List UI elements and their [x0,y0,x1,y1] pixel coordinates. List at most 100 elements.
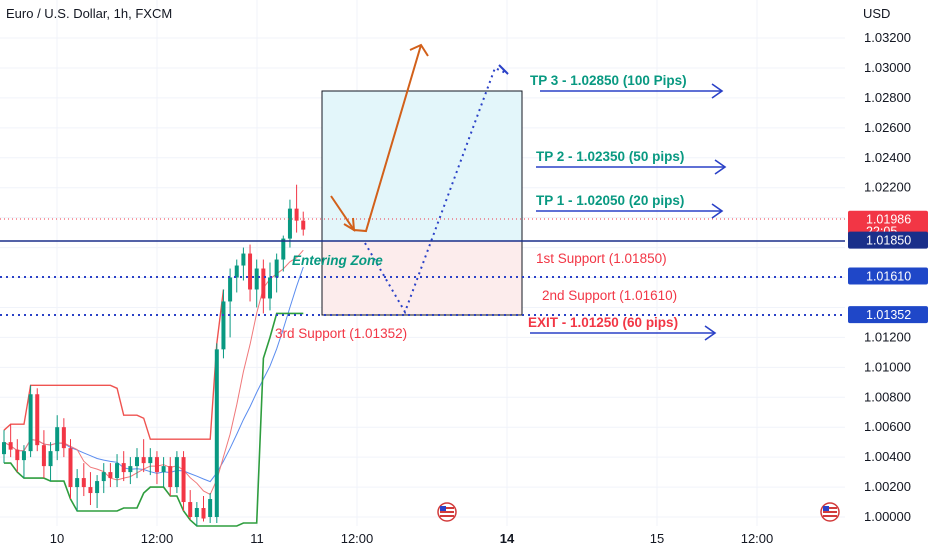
projection-path[interactable] [364,64,509,315]
candle [268,262,272,311]
y-tick-label: 1.02200 [864,180,911,195]
candle [48,442,53,482]
x-tick-label: 12:00 [741,531,774,546]
indicator-lines [3,249,304,527]
y-axis: 1.03200 1.03000 1.02800 1.02600 1.02400 1.022… [864,30,911,524]
trail-low-line [4,312,304,527]
candle [287,199,292,248]
support-1-label: 1st Support (1.01850) [536,251,667,266]
x-axis: 10 12:00 11 12:00 14 15 12:00 [50,531,774,546]
candle [115,454,120,488]
candle [274,253,279,293]
x-tick-label: 14 [500,531,515,546]
candle [55,415,60,461]
candle [81,463,86,497]
candle [28,385,33,458]
candle [234,259,239,293]
candle [88,472,93,506]
us-flag-icon[interactable] [437,502,457,522]
price-tag [848,267,928,285]
support-3-label: 3rd Support (1.01352) [275,326,407,341]
candle [2,430,6,464]
us-flag-icon[interactable] [820,502,840,522]
price-tag-label: 1.01352 [866,308,911,322]
candle [221,289,226,359]
candle [194,502,199,526]
candle [68,439,73,500]
candle [108,463,113,488]
y-tick-label: 1.00600 [864,419,911,434]
y-tick-label: 1.00000 [864,509,911,524]
price-tag-label: 1.01610 [866,270,911,284]
tp3-label: TP 3 - 1.02850 (100 Pips) [530,73,687,88]
candle [15,439,20,473]
candle [254,259,259,308]
price-tag-label: 1.01986 [866,213,911,227]
candle [201,496,206,522]
tp1-arrow[interactable] [536,203,724,219]
x-tick-label: 12:00 [341,531,374,546]
candle [301,211,306,236]
y-tick-label: 1.02400 [864,150,911,165]
candle [214,343,219,523]
price-tag [848,231,928,249]
x-tick-label: 10 [50,531,64,546]
x-tick-label: 12:00 [141,531,174,546]
y-tick-label: 1.02800 [864,90,911,105]
candle [261,259,266,314]
candle [241,247,246,281]
currency-label: USD [863,6,890,21]
tp2-label: TP 2 - 1.02350 (50 pips) [536,149,684,164]
ma-line-red [3,249,304,496]
y-tick-label: 1.03200 [864,30,911,45]
candle [294,184,299,233]
exit-arrow[interactable] [530,325,717,341]
candle [161,457,166,488]
candle [248,244,253,302]
candle [121,451,126,482]
candle [135,448,139,479]
y-tick-label: 1.03000 [864,60,911,75]
candle [95,475,100,509]
candle [154,451,159,485]
price-tag [848,306,928,324]
y-tick-label: 1.01200 [864,329,911,344]
x-tick-label: 15 [650,531,664,546]
candle [168,457,173,497]
candle [181,451,186,512]
y-tick-label: 1.00400 [864,449,911,464]
candle [128,457,133,485]
ma-line-blue [3,266,304,483]
candle [8,424,13,458]
y-tick-label: 1.00200 [864,479,911,494]
candle [75,469,80,512]
candle [141,439,146,473]
candle [41,430,46,479]
candle [208,493,213,523]
candle [21,445,26,479]
candle [174,451,179,494]
y-tick-label: 1.01000 [864,359,911,374]
y-tick-label: 1.00800 [864,389,911,404]
candle [35,388,40,452]
tp1-label: TP 1 - 1.02050 (20 pips) [536,193,684,208]
support-2-label: 2nd Support (1.01610) [542,288,677,303]
candle [188,490,193,520]
x-tick-label: 11 [250,531,264,546]
target-zone[interactable] [322,91,522,241]
candle [101,463,106,494]
tp2-arrow[interactable] [536,159,727,175]
candle [148,448,153,476]
price-tag-label: 1.01850 [866,234,911,248]
entering-zone-label: Entering Zone [292,253,383,268]
y-tick-label: 1.02600 [864,120,911,135]
tp3-arrow[interactable] [540,83,724,99]
bullish-arrow[interactable] [330,43,429,233]
candle [228,268,233,338]
trail-high-line [3,289,225,440]
symbol-title: Euro / U.S. Dollar, 1h, FXCM [6,6,172,21]
exit-label: EXIT - 1.01250 (60 pips) [528,315,678,330]
candlestick-series [2,184,306,526]
